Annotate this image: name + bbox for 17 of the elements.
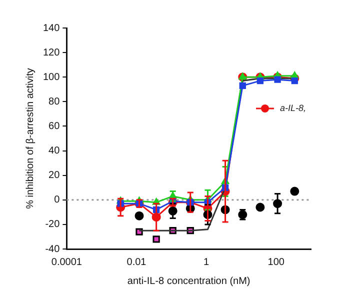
y-tick-label: 80 <box>48 96 60 108</box>
x-tick-label: 0.0001 <box>51 256 82 268</box>
y-tick-label: 20 <box>48 170 60 182</box>
y-tick-label: -40 <box>45 244 60 255</box>
y-tick-label: 40 <box>48 146 60 157</box>
legend-label: a-IL-8, <box>280 103 306 113</box>
x-tick-label: 100 <box>268 256 285 268</box>
y-tick-label: 0 <box>54 194 60 206</box>
x-tick-label: 0.01 <box>126 256 147 268</box>
y-tick-label: 120 <box>42 47 60 58</box>
y-tick-label: 140 <box>42 22 60 34</box>
y-axis-title: % inhibition of β-arrestin activity <box>24 68 36 209</box>
y-tick-label: 60 <box>48 120 60 132</box>
y-tick-label: -20 <box>45 219 60 230</box>
y-tick-label: 100 <box>42 72 60 83</box>
x-axis-title: anti-IL-8 concentration (nM) <box>127 276 250 287</box>
x-tick-label: 1 <box>204 256 210 268</box>
